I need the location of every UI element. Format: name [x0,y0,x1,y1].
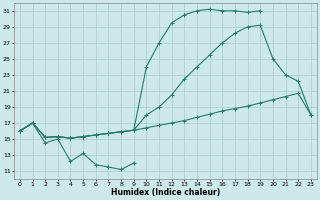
X-axis label: Humidex (Indice chaleur): Humidex (Indice chaleur) [111,188,220,197]
